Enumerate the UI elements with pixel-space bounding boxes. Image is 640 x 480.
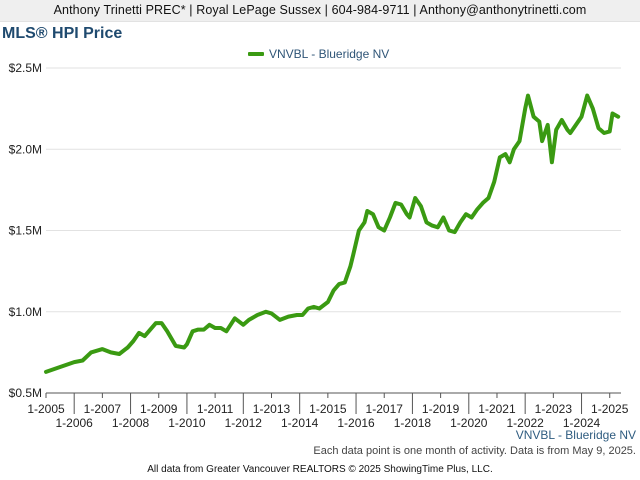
x-tick-label: 1-2008 [112,416,150,430]
x-tick-label: 1-2023 [535,402,573,416]
x-tick-label: 1-2006 [55,416,93,430]
x-tick-label: 1-2021 [478,402,516,416]
agent-contact-header: Anthony Trinetti PREC* | Royal LePage Su… [53,3,587,17]
y-tick-label: $1.0M [9,305,42,319]
x-tick-label: 1-2017 [366,402,404,416]
x-tick-label: 1-2022 [506,416,544,430]
series-line-blueridge [44,93,621,374]
x-tick-label: 1-2015 [309,402,347,416]
chart-title: MLS® HPI Price [2,25,123,42]
x-tick-label: 1-2018 [394,416,432,430]
legend-label: VNVBL - Blueridge NV [269,47,390,61]
data-source-footer: All data from Greater Vancouver REALTORS… [147,464,493,475]
x-tick-label: 1-2020 [450,416,488,430]
x-tick-label: 1-2016 [337,416,375,430]
x-tick-label: 1-2005 [27,402,65,416]
y-tick-label: $1.5M [9,224,42,238]
x-tick-label: 1-2013 [253,402,291,416]
x-tick-label: 1-2014 [281,416,319,430]
chart-legend[interactable]: VNVBL - Blueridge NV [248,46,389,62]
series-footnote: VNVBL - Blueridge NV [515,428,636,442]
x-tick-label: 1-2024 [563,416,601,430]
x-tick-label: 1-2012 [225,416,263,430]
x-tick-label: 1-2007 [84,402,122,416]
y-tick-label: $0.5M [9,386,42,400]
x-tick-label: 1-2009 [140,402,178,416]
header-bar [0,0,640,22]
data-footnote: Each data point is one month of activity… [313,445,636,457]
y-tick-label: $2.0M [9,142,42,156]
legend-swatch [248,52,264,56]
x-tick-label: 1-2010 [168,416,206,430]
x-tick-label: 1-2019 [422,402,460,416]
x-tick-label: 1-2025 [591,402,629,416]
x-tick-label: 1-2011 [197,402,234,416]
y-tick-label: $2.5M [9,61,42,75]
